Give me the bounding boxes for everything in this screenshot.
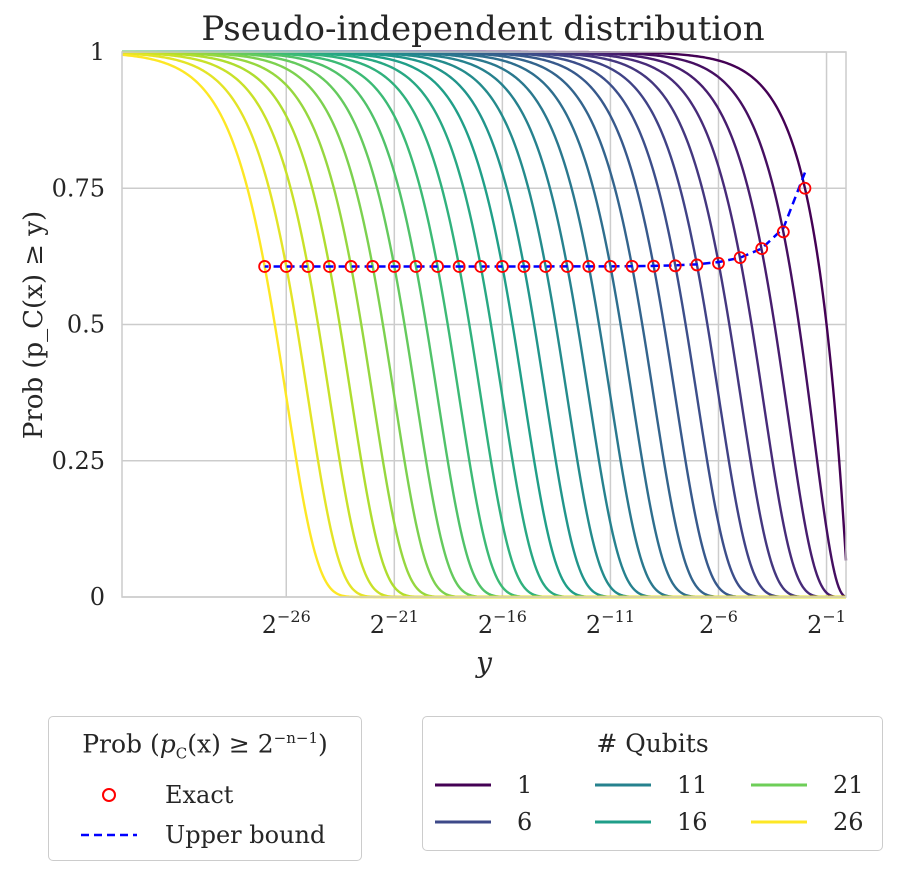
x-axis-label: y [474,646,493,679]
plot-frame [121,51,847,598]
exact-point [323,260,336,273]
exact-point [560,260,574,273]
legend-item-qubits-26: 26 [749,808,864,836]
legend-line-icon [751,820,807,824]
legend-item-qubits-21: 21 [749,771,864,799]
y-tick-label: 0 [90,583,105,611]
exact-point [539,260,552,273]
exact-point [452,260,466,273]
exact-point [474,260,488,273]
x-tick-labels: 2−26 2−21 2−16 2−11 2−6 2−1 [262,607,846,639]
legend-line-icon [751,783,807,787]
exact-point [258,260,272,273]
bound-overlay [258,172,812,273]
x-tick-label: 2−16 [478,607,527,639]
legend-line-icon [595,820,651,824]
y-tick-label: 1 [90,38,105,66]
legend-line-icon [435,783,491,787]
exact-point [755,242,769,256]
legend-label-qubits: 16 [677,808,708,836]
legend-item-qubits-11: 11 [593,771,708,799]
exact-point [733,251,747,265]
exact-point [366,260,380,273]
exact-point [668,259,682,273]
legend-line-icon [595,783,651,787]
legend-item-upper-bound: Upper bound [79,821,325,849]
legend-line-icon [435,820,491,824]
exact-point [647,259,661,273]
y-tick-label: 0.75 [52,174,105,202]
legend-label-qubits: 6 [517,808,533,836]
x-tick-label: 2−11 [586,607,635,639]
x-tick-label: 2−21 [370,607,419,639]
exact-point [625,259,639,273]
prob-legend-title: Prob (pC(x) ≥ 2−n−1) [82,729,328,763]
chart-title: Pseudo-independent distribution [201,9,764,49]
exact-point [279,260,293,273]
exact-point [517,260,531,273]
x-tick-label: 2−1 [807,607,846,639]
legend-item-qubits-16: 16 [593,808,708,836]
x-tick-label: 2−26 [262,607,311,639]
legend-item-exact: Exact [79,781,233,809]
legend-label-qubits: 21 [833,771,864,799]
x-tick-label: 2−6 [699,607,738,639]
exact-point [344,260,358,273]
exact-point [387,260,401,273]
exact-point [495,260,509,273]
exact-marker-icon [102,788,116,802]
y-axis-label: Prob (p_C(x) ≥ y) [19,211,49,439]
exact-point [431,260,444,273]
exact-point [301,260,315,273]
exact-point [776,225,790,239]
exact-point [582,260,596,273]
legend-label-exact: Exact [165,781,234,809]
exact-point [604,260,617,273]
upper-bound-line-icon [81,833,137,837]
exact-point [409,260,423,273]
y-tick-labels: 0 0.25 0.5 0.75 1 [52,38,105,611]
exact-point [798,181,812,195]
legend-item-qubits-6: 6 [433,808,532,836]
legend-label-qubits: 26 [833,808,864,836]
chart: Pseudo-independent distribution 2−26 2−21… [19,9,848,679]
y-tick-label: 0.25 [52,447,105,475]
legend-item-qubits-1: 1 [433,771,532,799]
legend-label-qubits: 11 [677,771,708,799]
y-tick-label: 0.5 [67,311,105,339]
exact-point [690,258,704,272]
qubits-legend: # Qubits 1 6 11 16 21 26 [422,716,883,851]
prob-legend: Prob (pC(x) ≥ 2−n−1) Exact Upper bound [48,716,362,861]
qubits-legend-title: # Qubits [596,729,709,758]
legend-label-qubits: 1 [517,771,533,799]
legend-label-upper-bound: Upper bound [165,821,326,849]
exact-point [712,256,725,270]
upper-bound-line [264,172,807,268]
